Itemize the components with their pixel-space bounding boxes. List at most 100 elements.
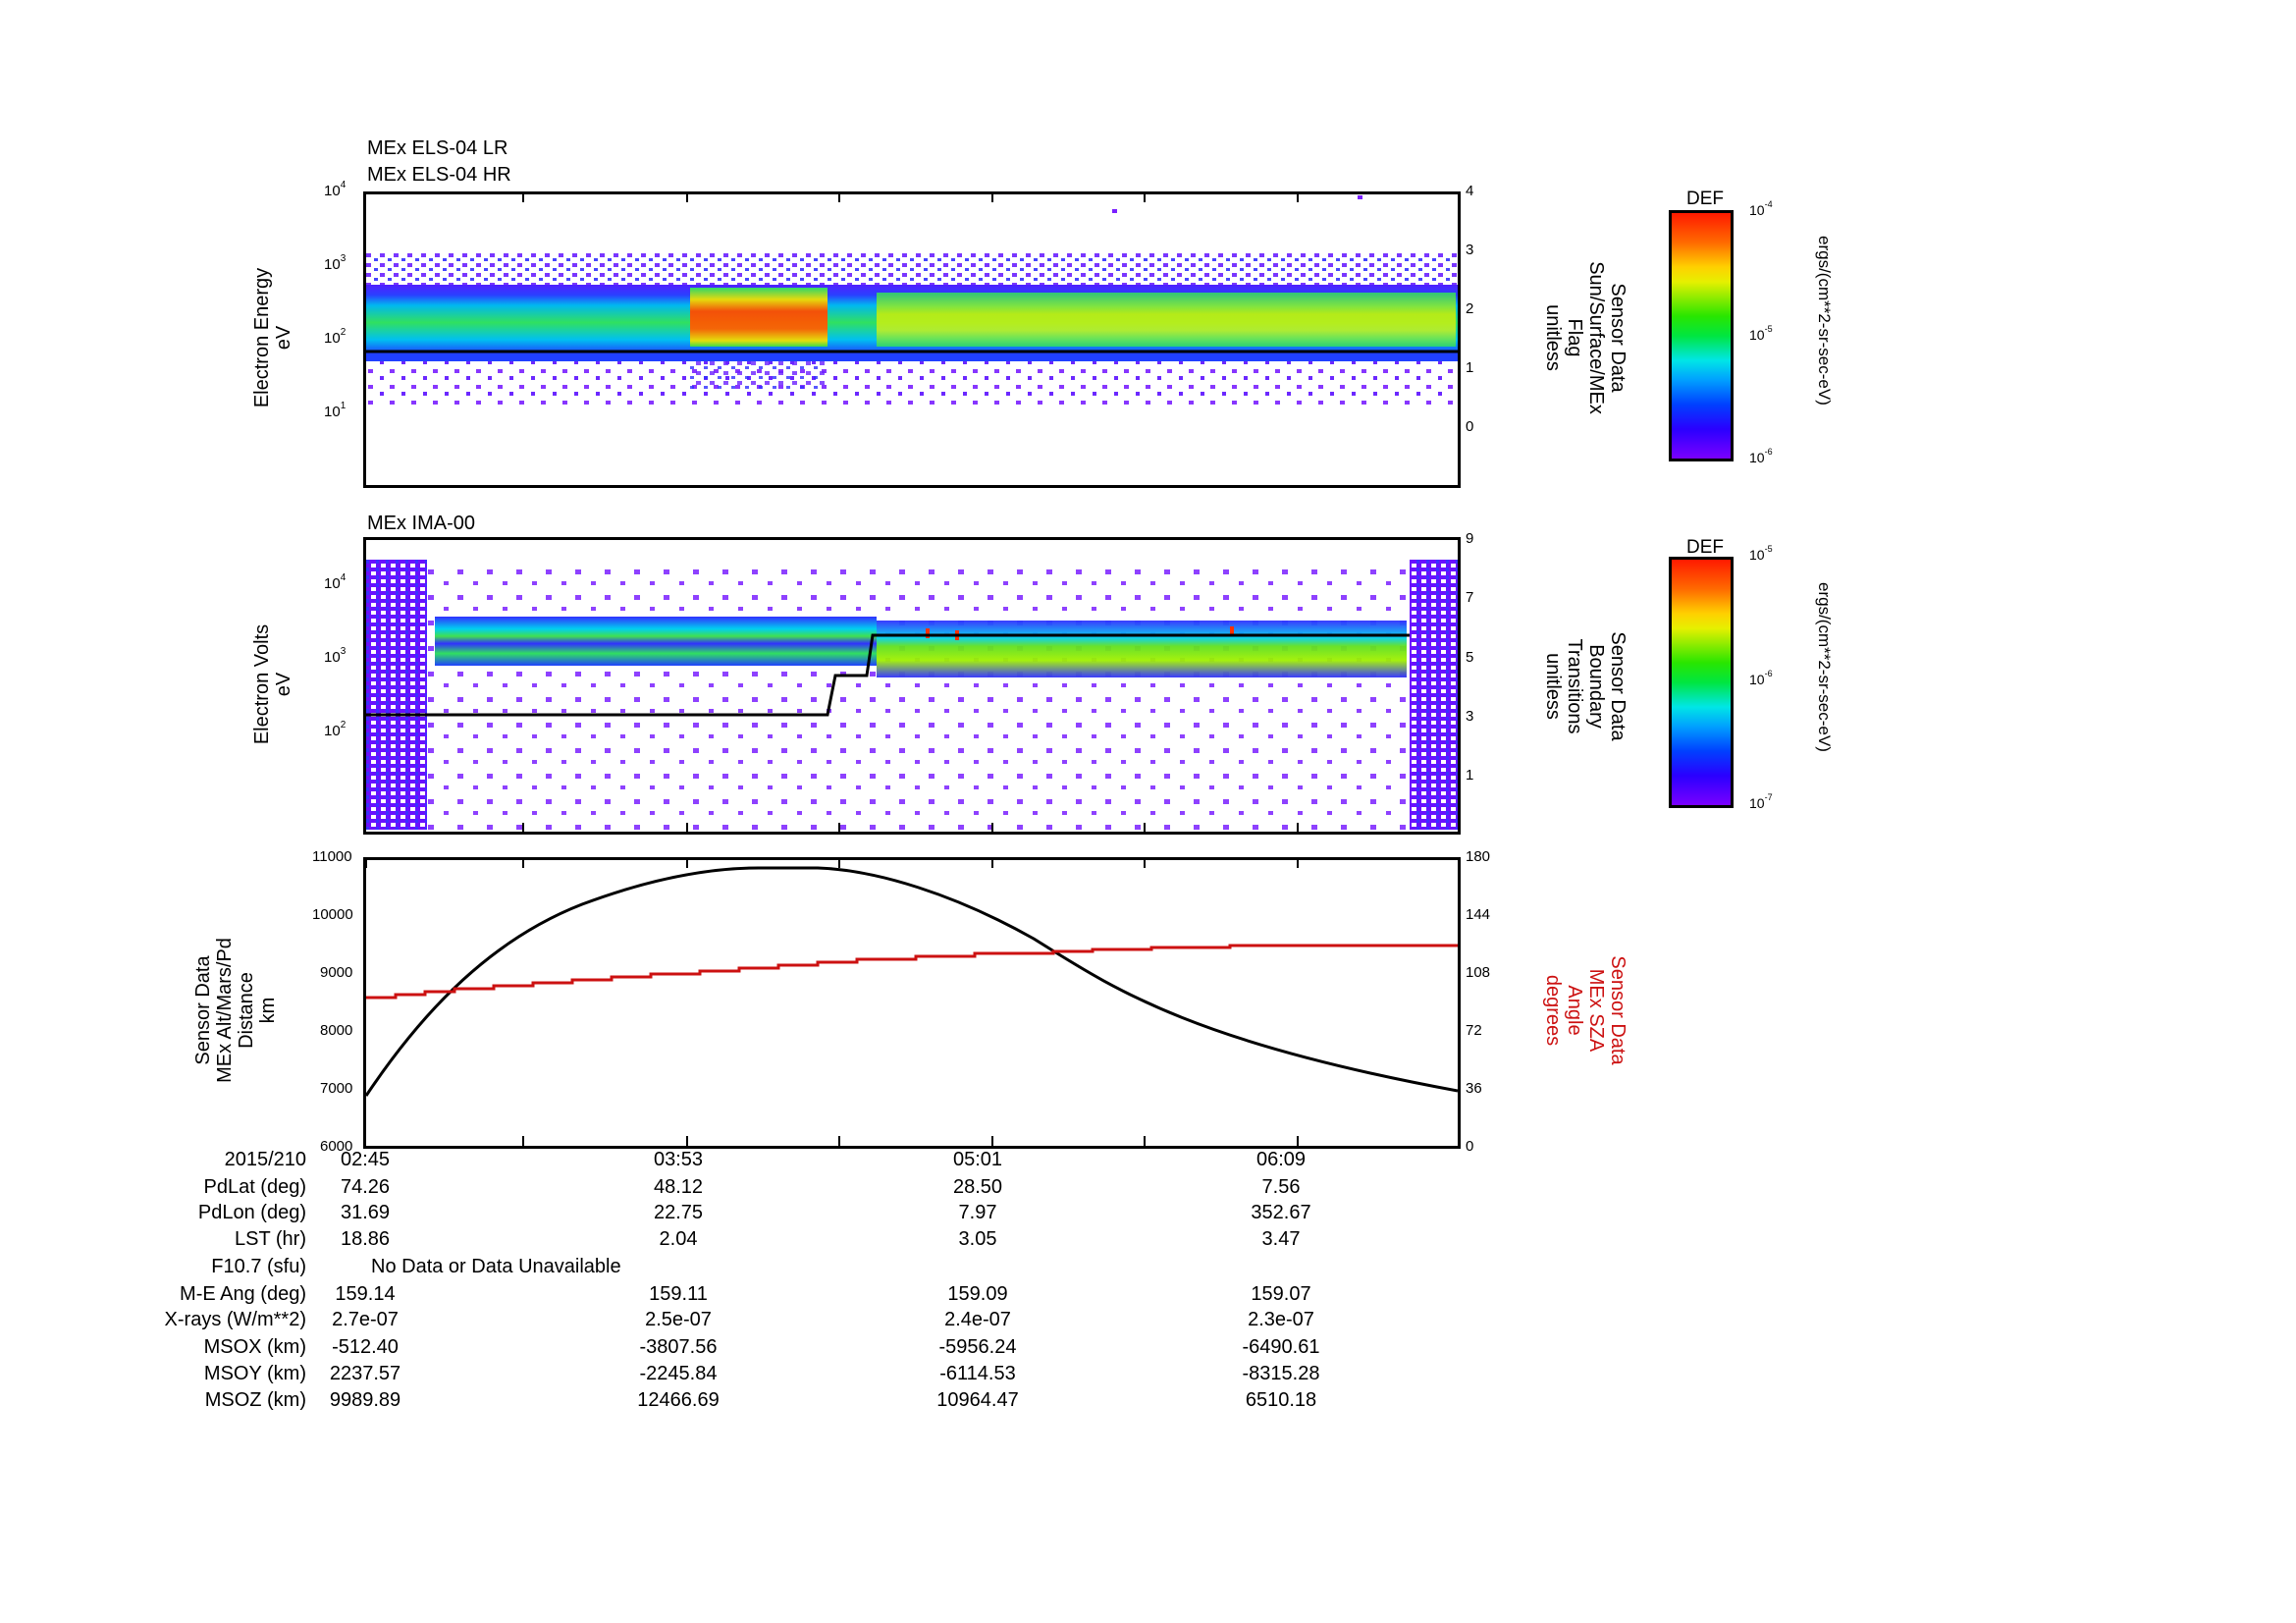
panel1-title-lr: MEx ELS-04 LR: [367, 137, 508, 159]
row-value: -3807.56: [639, 1336, 718, 1358]
panel3-ytick-11000: 11000: [312, 848, 352, 865]
panel1-ytick-1e4: 104: [324, 180, 347, 199]
panel3-ytick-right-144: 144: [1466, 906, 1491, 923]
row-label: X-rays (W/m**2): [164, 1309, 306, 1330]
row-value: 48.12: [653, 1176, 704, 1198]
row-value: -6490.61: [1242, 1336, 1320, 1358]
row-value: 28.50: [952, 1176, 1003, 1198]
panel3-ylabel-right: Sensor Data MEx SZA Angle degrees: [1542, 955, 1629, 1065]
row-value: 2.4e-07: [944, 1309, 1011, 1330]
panel3-ytick-right-0: 0: [1466, 1138, 1474, 1155]
panel2-colorbar-top: 10-5: [1749, 544, 1773, 563]
row-value: 2.5e-07: [645, 1309, 712, 1330]
panel1-title-hr: MEx ELS-04 HR: [367, 164, 511, 186]
row-value: 74.26: [340, 1176, 391, 1198]
row-label: MSOX (km): [203, 1336, 306, 1358]
row-value: 31.69: [340, 1202, 391, 1223]
panel3-ytick-8000: 8000: [320, 1022, 353, 1039]
row-value: 2.3e-07: [1248, 1309, 1314, 1330]
panel2-colorbar-mid: 10-6: [1749, 669, 1773, 687]
row-value: 2237.57: [329, 1363, 401, 1384]
row-value: -6114.53: [939, 1363, 1016, 1384]
panel2-ytick-1e4: 104: [324, 572, 347, 592]
panel1-colorbar-units: ergs/(cm**2-sr-sec-eV): [1815, 236, 1834, 406]
panel2-colorbar-bottom: 10-7: [1749, 792, 1773, 811]
panel1-colorbar-title: DEF: [1686, 189, 1724, 209]
row-value: -5956.24: [938, 1336, 1017, 1358]
row-label: PdLon (deg): [197, 1202, 306, 1223]
panel3-ytick-right-180: 180: [1466, 848, 1491, 865]
row-value: 352.67: [1251, 1202, 1311, 1223]
els-spectrogram-image: [366, 195, 1458, 406]
row-label: M-E Ang (deg): [180, 1283, 306, 1305]
panel1-colorbar-bottom: 10-6: [1749, 447, 1773, 465]
row-value: 3.05: [958, 1228, 997, 1250]
row-value: 3.47: [1261, 1228, 1301, 1250]
row-value: 7.97: [958, 1202, 997, 1223]
panel1-colorbar-mid: 10-5: [1749, 324, 1773, 343]
panel2-colorbar-title: DEF: [1686, 537, 1724, 558]
panel1-ytick-right-0: 0: [1466, 418, 1474, 435]
panel1-colorbar-top: 10-4: [1749, 199, 1773, 218]
row-value: 159.14: [335, 1283, 396, 1305]
panel1-ylabel: Electron Energy eV: [251, 267, 294, 408]
panel1-ytick-right-4: 4: [1466, 183, 1474, 199]
row-value: 7.56: [1261, 1176, 1301, 1198]
panel3-ytick-right-72: 72: [1466, 1022, 1482, 1039]
panel2-ytick-1e2: 102: [324, 720, 347, 739]
time-tick: 05:01: [952, 1149, 1003, 1170]
distance-sza-plot: [363, 857, 1461, 1149]
panel1-ytick-1e3: 103: [324, 253, 347, 273]
row-value: 22.75: [653, 1202, 704, 1223]
panel1-ylabel-right: Sensor Data Sun/Surface/MEx Flag unitless: [1542, 261, 1629, 414]
row-label: MSOZ (km): [204, 1389, 306, 1411]
row-value: 159.07: [1251, 1283, 1311, 1305]
time-tick: 02:45: [340, 1149, 391, 1170]
panel3-ylabel: Sensor Data MEx Alt/Mars/Pd Distance km: [192, 938, 279, 1083]
row-value: 18.86: [340, 1228, 391, 1250]
row-value: -512.40: [332, 1336, 399, 1358]
panel1-colorbar: [1669, 210, 1734, 461]
panel3-ytick-10000: 10000: [312, 906, 353, 923]
panel3-ytick-9000: 9000: [320, 964, 353, 981]
panel2-ytick-right-9: 9: [1466, 530, 1474, 547]
row-value: 9989.89: [329, 1389, 401, 1411]
panel1-ytick-right-2: 2: [1466, 300, 1474, 317]
f107-no-data-note: No Data or Data Unavailable: [371, 1256, 621, 1277]
row-value: 2.7e-07: [332, 1309, 399, 1330]
panel2-ytick-right-7: 7: [1466, 589, 1474, 606]
row-label: PdLat (deg): [203, 1176, 306, 1198]
panel2-ytick-right-3: 3: [1466, 708, 1474, 725]
distance-sza-lines: [366, 860, 1458, 1097]
row-value: -2245.84: [639, 1363, 718, 1384]
panel1-ytick-1e2: 102: [324, 327, 347, 347]
row-value: 159.09: [947, 1283, 1008, 1305]
row-label: MSOY (km): [203, 1363, 306, 1384]
panel1-ytick-right-1: 1: [1466, 359, 1474, 376]
panel3-ytick-right-108: 108: [1466, 964, 1491, 981]
panel3-ytick-6000: 6000: [320, 1138, 353, 1155]
panel2-colorbar: [1669, 557, 1734, 808]
panel2-ytick-right-1: 1: [1466, 767, 1474, 784]
panel2-ytick-1e3: 103: [324, 646, 347, 666]
row-value: 6510.18: [1245, 1389, 1317, 1411]
panel2-ylabel: Electron Volts eV: [251, 623, 294, 745]
panel2-ylabel-right: Sensor Data Boundary Transitions unitless: [1542, 631, 1629, 741]
panel1-ytick-1e1: 101: [324, 401, 347, 420]
time-tick: 06:09: [1255, 1149, 1307, 1170]
row-label: F10.7 (sfu): [211, 1256, 306, 1277]
ima-spectrogram-image: [366, 560, 1458, 830]
panel2-ytick-right-5: 5: [1466, 649, 1474, 666]
row-label: LST (hr): [235, 1228, 306, 1250]
panel1-ytick-right-3: 3: [1466, 242, 1474, 258]
panel3-ytick-7000: 7000: [320, 1080, 353, 1097]
row-value: 10964.47: [936, 1389, 1019, 1411]
row-value: -8315.28: [1242, 1363, 1320, 1384]
panel2-colorbar-units: ergs/(cm**2-sr-sec-eV): [1815, 582, 1834, 752]
panel3-ytick-right-36: 36: [1466, 1080, 1482, 1097]
row-value: 159.11: [649, 1283, 708, 1305]
row-value: 12466.69: [637, 1389, 720, 1411]
time-tick: 03:53: [653, 1149, 704, 1170]
panel2-title: MEx IMA-00: [367, 513, 476, 534]
ephemeris-date: 2015/210: [224, 1149, 306, 1170]
